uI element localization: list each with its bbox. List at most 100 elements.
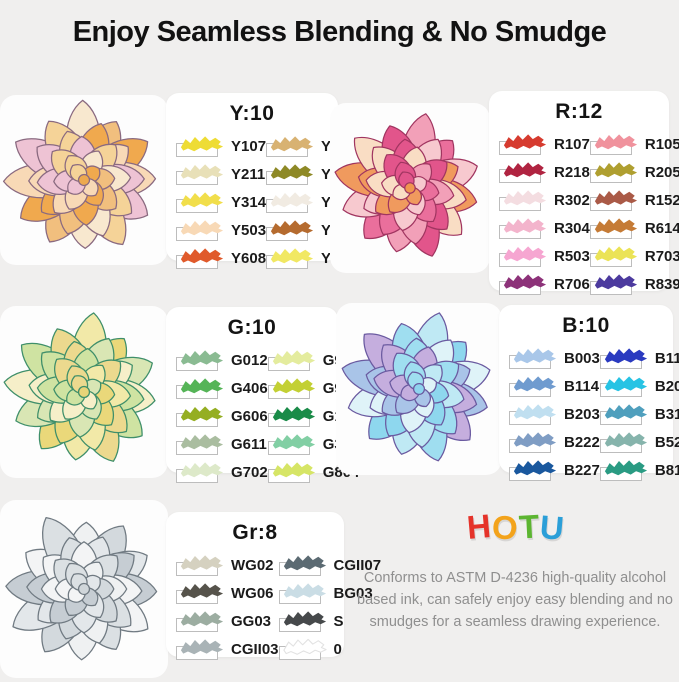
swatch-grid: WG02 CGII07 WG06 BG03 GG03 S CGII03 0	[166, 545, 381, 669]
swatch-chip	[589, 244, 642, 268]
swatch-code: G702	[231, 464, 268, 481]
swatch-grid: G012G902G406G915G606G127G611G317G702G804	[166, 340, 359, 492]
swatch-code: R205	[644, 164, 679, 181]
succulent-flower-illustration	[3, 312, 156, 462]
swatch-chip	[176, 218, 228, 242]
marker-scribble-icon	[180, 462, 224, 478]
swatch-item: B313	[599, 400, 679, 426]
marker-scribble-icon	[180, 378, 224, 394]
swatch-item: R703	[589, 242, 679, 268]
swatch-item: Y211	[176, 160, 266, 186]
swatch-code: WG02	[231, 557, 274, 574]
marker-scribble-icon	[272, 434, 315, 450]
swatch-chip	[599, 346, 652, 370]
swatch-chip	[267, 404, 320, 428]
marker-scribble-icon	[503, 190, 547, 206]
marker-scribble-icon	[513, 432, 557, 448]
swatch-code: R105	[644, 136, 679, 153]
marker-scribble-icon	[180, 136, 224, 152]
marker-scribble-icon	[594, 134, 637, 150]
swatch-code: G012	[231, 352, 268, 369]
swatch-code: Y107	[231, 138, 267, 155]
swatch-item: Y314	[176, 188, 266, 214]
color-family-title: B:10	[562, 314, 610, 337]
swatch-item: B003	[509, 344, 600, 370]
swatch-code: CGII03	[231, 641, 279, 658]
swatch-code: B222	[564, 434, 600, 451]
marker-scribble-icon	[282, 638, 327, 655]
swatch-card-r: R:12 R107 R105 R218 R205 R302 R152 R304 R614 R503…	[489, 91, 679, 295]
marker-scribble-icon	[604, 348, 647, 364]
marker-scribble-icon	[272, 462, 315, 478]
swatch-chip	[176, 190, 228, 214]
swatch-item: WG06	[176, 579, 279, 605]
flower-tile-r	[330, 103, 490, 273]
color-family-title: R:12	[555, 100, 603, 123]
swatch-code: B203	[564, 406, 600, 423]
marker-scribble-icon	[180, 583, 224, 599]
swatch-chip	[599, 402, 652, 426]
marker-scribble-icon	[180, 406, 224, 422]
swatch-code: R614	[644, 220, 679, 237]
swatch-code: R107	[554, 136, 590, 153]
swatch-item: R205	[589, 158, 679, 184]
swatch-code: Y503	[231, 222, 267, 239]
swatch-item: R105	[589, 130, 679, 156]
marker-scribble-icon	[180, 555, 224, 571]
logo-letter: T	[517, 507, 541, 546]
swatch-item: G012	[176, 346, 268, 372]
marker-scribble-icon	[270, 220, 314, 236]
swatch-chip	[499, 216, 551, 240]
swatch-card-b: B:10 B003 B118 B114 B205 B203 B313 B222 B522 B227…	[499, 305, 679, 481]
swatch-chip	[266, 134, 318, 158]
marker-scribble-icon	[513, 376, 557, 392]
marker-scribble-icon	[594, 162, 637, 178]
swatch-grid: R107 R105 R218 R205 R302 R152 R304 R614 R503 R703…	[489, 124, 679, 304]
swatch-chip	[589, 132, 642, 156]
swatch-item: GG03	[176, 607, 279, 633]
marker-scribble-icon	[594, 274, 637, 290]
swatch-chip	[278, 581, 331, 605]
swatch-code: GG03	[231, 613, 272, 630]
swatch-chip	[267, 460, 320, 484]
swatch-code: R304	[554, 220, 590, 237]
swatch-item: BG03	[278, 579, 382, 605]
swatch-code: BG03	[333, 585, 373, 602]
swatch-chip	[589, 188, 642, 212]
marker-scribble-icon	[270, 136, 314, 152]
swatch-chip	[278, 553, 331, 577]
swatch-code: WG06	[231, 585, 274, 602]
swatch-chip	[176, 134, 228, 158]
swatch-chip	[266, 218, 318, 242]
marker-scribble-icon	[180, 248, 224, 264]
swatch-chip	[589, 216, 642, 240]
swatch-chip	[176, 162, 228, 186]
brand-logo: HOTU	[360, 506, 672, 548]
logo-letter: O	[490, 508, 520, 547]
logo-letter: H	[465, 506, 494, 547]
swatch-item: 0	[278, 635, 382, 661]
marker-scribble-icon	[180, 192, 224, 208]
swatch-item: Y503	[176, 216, 266, 242]
marker-scribble-icon	[270, 164, 314, 180]
swatch-code: G611	[231, 436, 267, 453]
marker-scribble-icon	[180, 164, 224, 180]
flower-tile-gr	[0, 500, 168, 678]
swatch-chip	[509, 458, 561, 482]
marker-scribble-icon	[594, 190, 637, 206]
swatch-chip	[176, 348, 228, 372]
swatch-chip	[599, 374, 652, 398]
logo-letter: U	[538, 507, 567, 548]
swatch-code: R706	[554, 276, 590, 293]
swatch-chip	[499, 272, 551, 296]
swatch-chip	[499, 132, 551, 156]
swatch-item: WG02	[176, 551, 279, 577]
swatch-item: R503	[499, 242, 590, 268]
swatch-chip	[267, 432, 320, 456]
marker-scribble-icon	[272, 350, 315, 366]
swatch-item: B118	[599, 344, 679, 370]
swatch-code: B205	[654, 378, 679, 395]
swatch-chip	[176, 404, 228, 428]
marker-scribble-icon	[604, 460, 647, 476]
swatch-code: R218	[554, 164, 590, 181]
